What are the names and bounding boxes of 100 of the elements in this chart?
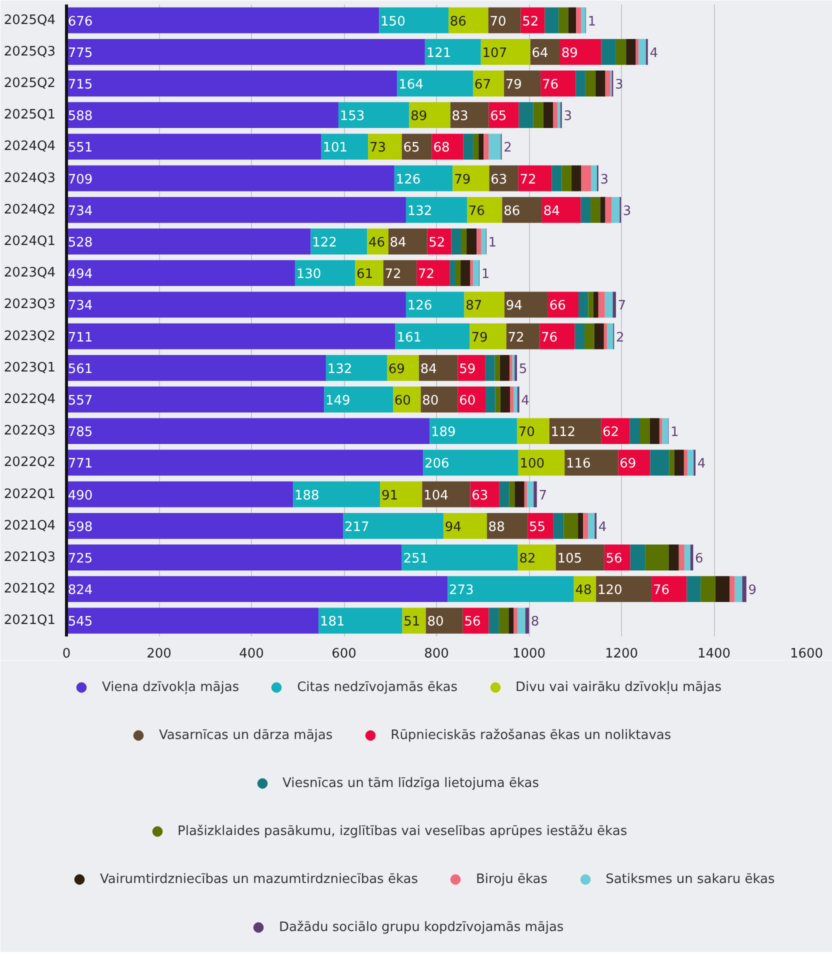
data-label: 79	[471, 330, 488, 346]
data-label: 189	[430, 425, 456, 440]
data-label: 1	[670, 425, 679, 440]
bar	[66, 544, 402, 570]
bar	[418, 354, 458, 381]
data-label: 89	[561, 46, 578, 61]
bar	[430, 418, 517, 444]
data-label: 122	[312, 236, 337, 250]
data-label: 72	[508, 330, 524, 346]
data-label: 116	[566, 456, 591, 472]
data-label: 676	[68, 14, 93, 30]
bar	[470, 481, 500, 508]
bar	[540, 70, 576, 96]
data-label: 545	[68, 614, 93, 630]
y-tick-label: 2025Q3	[4, 44, 56, 60]
data-label: 132	[327, 362, 352, 377]
data-label: 51	[404, 614, 420, 630]
bar	[540, 323, 575, 350]
bar	[338, 102, 410, 128]
data-label: 2	[616, 330, 624, 346]
bar	[66, 292, 406, 318]
legend-label: Satiksmes un sakaru ēkas	[606, 872, 775, 886]
bar	[510, 354, 512, 381]
bar	[558, 7, 568, 34]
data-label: 66	[549, 298, 566, 314]
bar	[293, 481, 380, 508]
data-label: 84	[543, 204, 560, 219]
bar	[584, 323, 594, 350]
data-label: 100	[520, 456, 545, 472]
bar	[448, 7, 488, 34]
y-tick-label: 2021Q4	[4, 518, 56, 534]
data-label: 105	[557, 552, 582, 566]
bar	[593, 292, 598, 318]
bar	[473, 134, 479, 160]
bar	[516, 418, 550, 444]
bar	[473, 260, 480, 286]
bar	[466, 228, 477, 254]
y-tick-label: 2022Q2	[4, 455, 56, 470]
y-tick-label: 2025Q1	[4, 108, 56, 123]
data-label: 76	[468, 204, 485, 219]
bar	[383, 260, 417, 286]
bar	[66, 418, 430, 444]
bar	[461, 228, 467, 254]
legend-label: Divu vai vairāku dzīvokļu mājas	[516, 680, 722, 694]
data-label: 88	[488, 520, 505, 535]
bar	[514, 386, 518, 412]
bar	[612, 196, 620, 223]
bar	[645, 544, 669, 570]
bar	[379, 7, 449, 34]
bar	[504, 70, 541, 96]
data-label: 206	[424, 456, 450, 472]
data-label: 490	[68, 488, 93, 504]
bar	[368, 134, 402, 160]
bar	[481, 228, 486, 254]
bar	[596, 576, 652, 602]
bar	[494, 354, 500, 381]
bar	[650, 450, 670, 476]
data-label: 60	[394, 394, 411, 408]
bar	[581, 165, 591, 192]
bar	[533, 102, 544, 128]
data-label: 70	[490, 14, 506, 30]
bar	[636, 38, 639, 65]
bar	[530, 38, 560, 65]
bar	[514, 608, 518, 634]
bar	[66, 38, 425, 65]
y-tick-label: 2022Q1	[4, 486, 56, 502]
bar	[318, 608, 402, 634]
data-label: 79	[505, 78, 522, 92]
data-label: 785	[68, 425, 93, 440]
bar	[684, 544, 690, 570]
data-label: 91	[381, 488, 398, 504]
data-label: 153	[340, 109, 365, 124]
bar	[596, 70, 606, 96]
bar	[605, 70, 610, 96]
bar	[394, 165, 453, 192]
data-label: 48	[575, 583, 592, 598]
data-label: 588	[68, 109, 93, 124]
bar	[553, 512, 564, 539]
bar	[715, 576, 730, 602]
data-label: 104	[424, 488, 448, 504]
bar	[310, 228, 368, 254]
data-label: 94	[506, 298, 522, 314]
bar	[616, 38, 626, 65]
data-label: 273	[448, 583, 474, 598]
bar	[484, 134, 489, 160]
bar	[488, 7, 521, 34]
data-label: 94	[444, 520, 462, 535]
bar	[321, 134, 368, 160]
bar	[686, 576, 701, 602]
bar	[476, 228, 482, 254]
data-label: 709	[68, 172, 93, 188]
bar	[485, 354, 495, 381]
bar	[402, 608, 426, 634]
bar	[500, 386, 510, 412]
bar	[380, 481, 422, 508]
data-label: 3	[600, 172, 609, 188]
legend-label: Dažādu sociālo grupu kopdzīvojamās mājas	[279, 920, 564, 934]
bar	[600, 196, 606, 223]
x-tick-label: 1600	[790, 646, 824, 662]
data-label: 69	[620, 456, 636, 472]
